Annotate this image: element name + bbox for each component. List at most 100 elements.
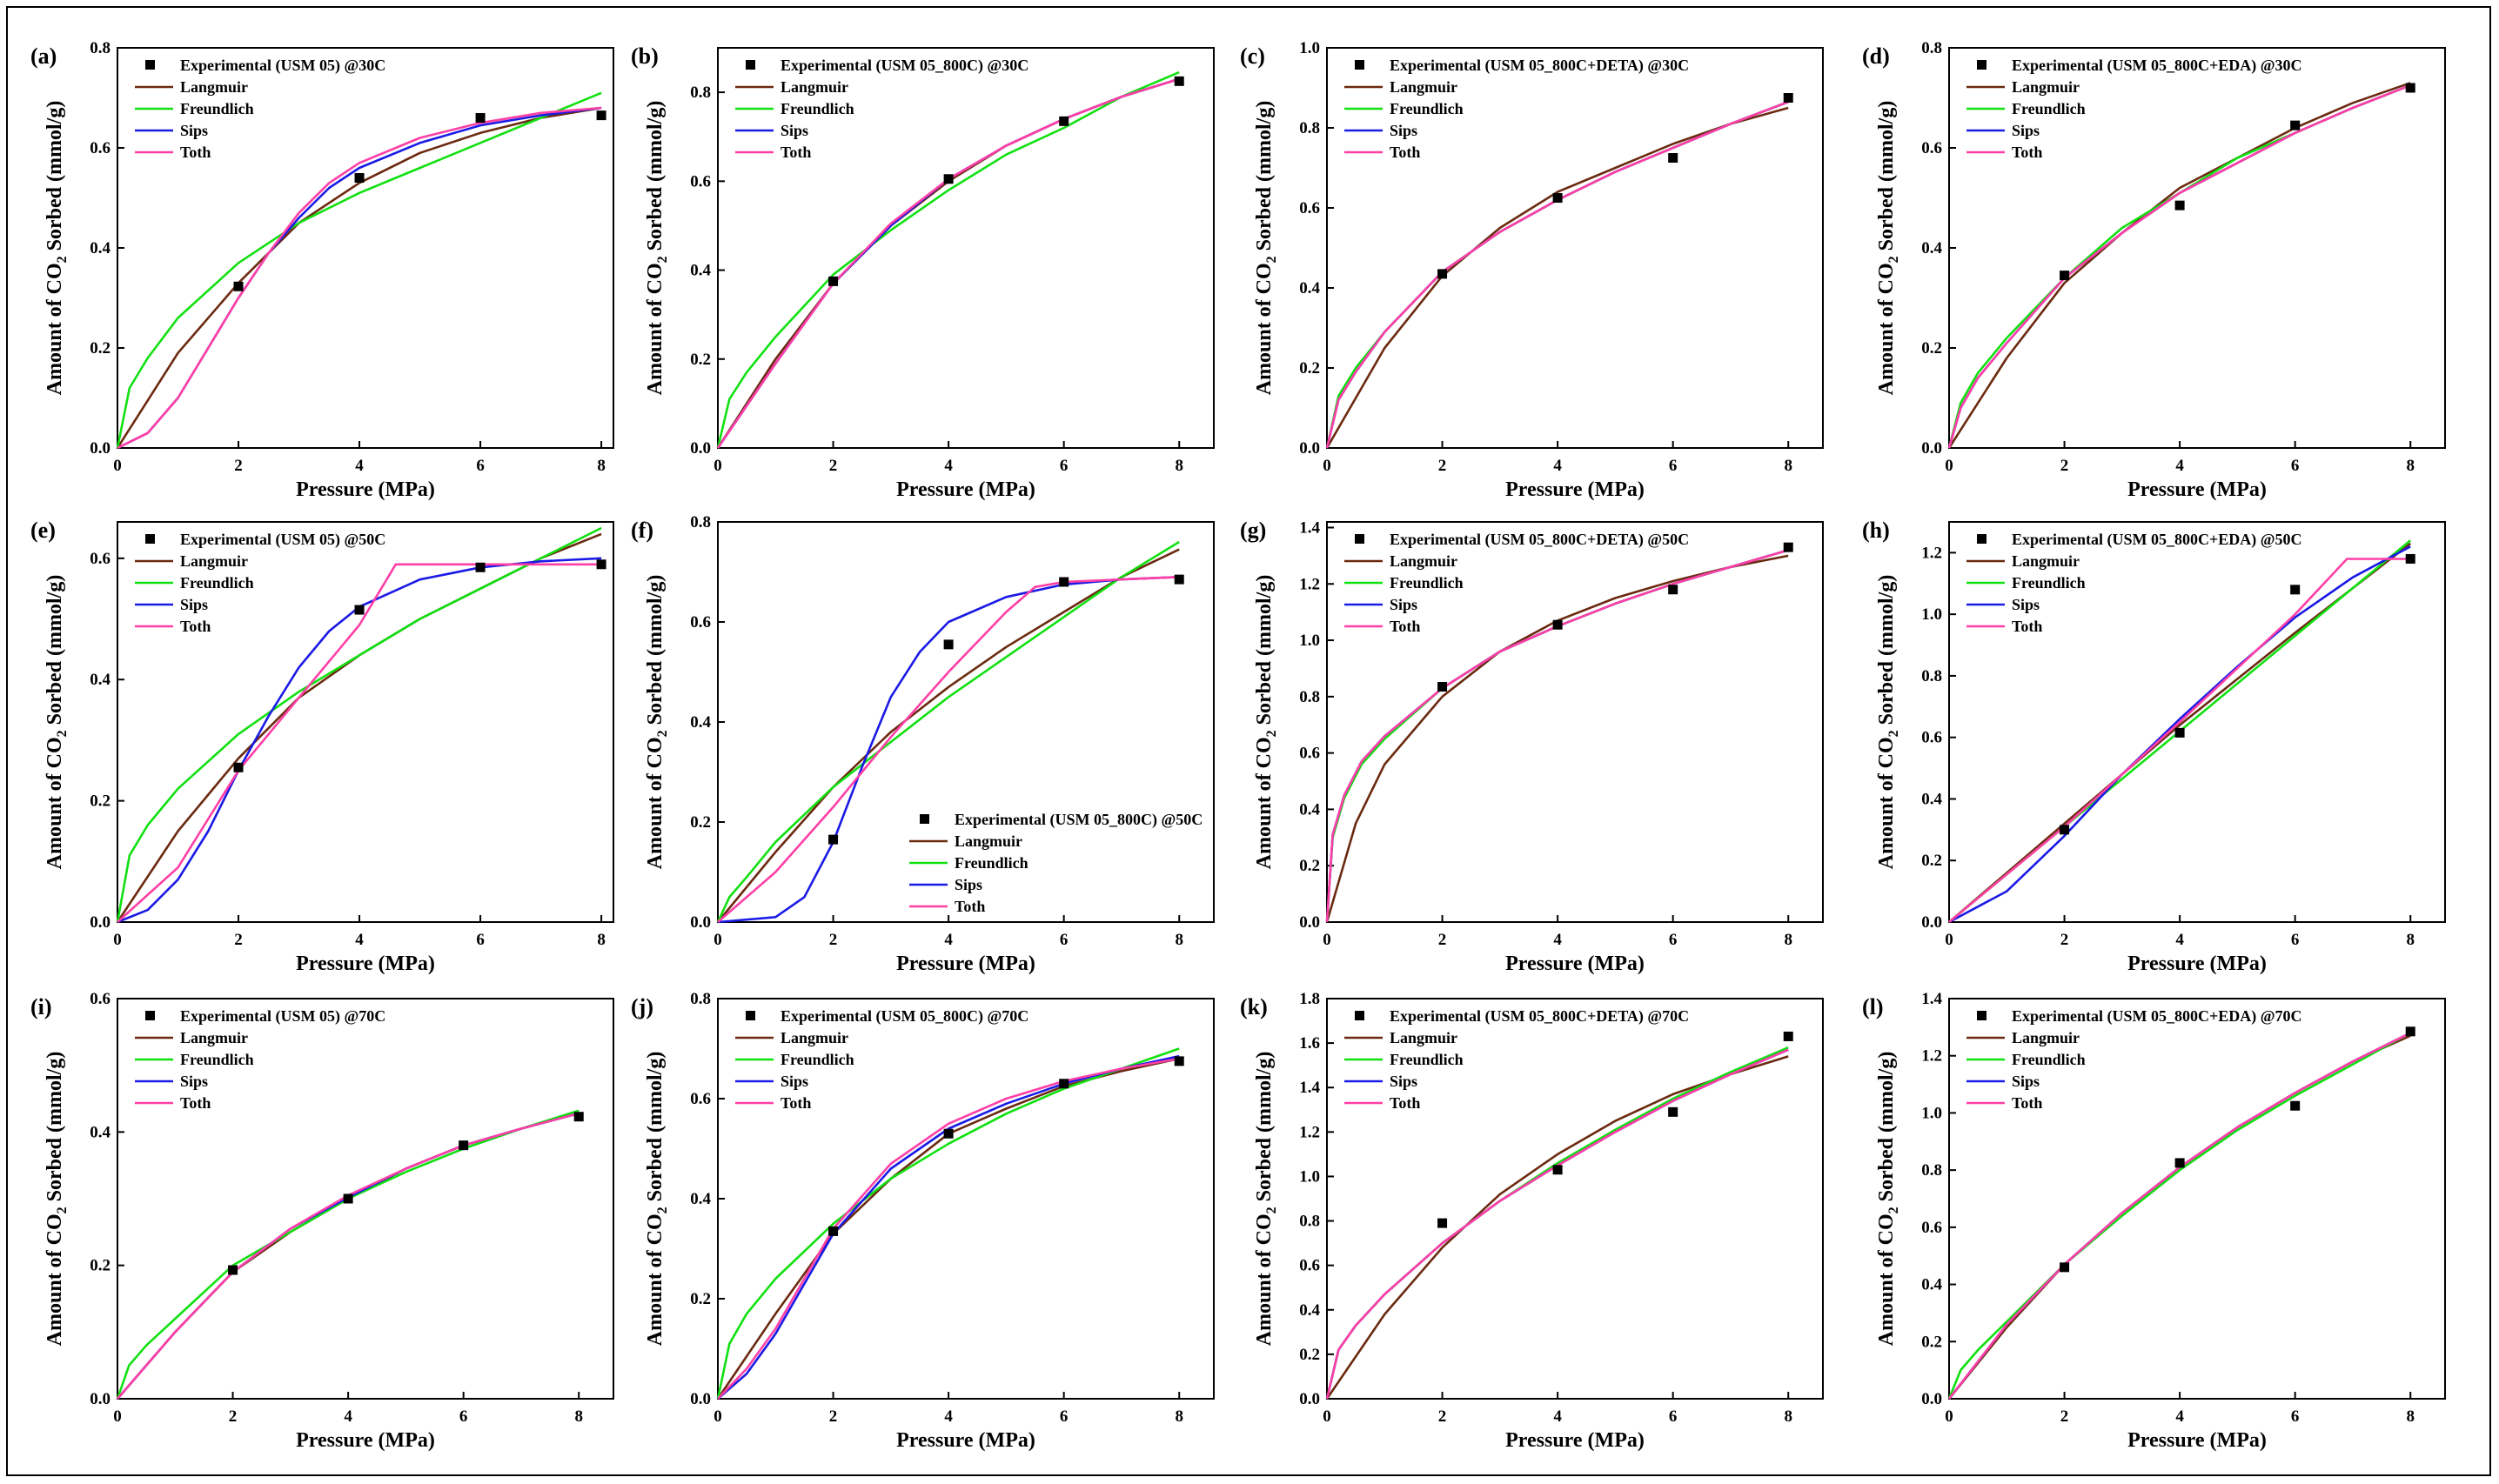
y-tick-label: 0.8 — [690, 990, 711, 1008]
y-tick-label: 1.2 — [1921, 1047, 1942, 1066]
y-tick-label: 0.4 — [1921, 790, 1942, 808]
series-line-toth — [1325, 100, 1789, 449]
legend: Experimental (USM 05_800C) @70C Langmuir F… — [735, 1007, 1028, 1112]
y-tick-label: 1.0 — [1299, 39, 1320, 57]
series-line-freundlich — [1947, 84, 2411, 449]
legend-langmuir-label: Langmuir — [1390, 1029, 1457, 1046]
panel-label: (g) — [1240, 518, 1266, 543]
experimental-point — [596, 110, 606, 121]
y-axis-title-subscript: 2 — [655, 1207, 670, 1213]
legend-sips-label: Sips — [955, 876, 982, 893]
panel-label: (b) — [631, 43, 659, 69]
y-tick-label: 0.4 — [90, 239, 111, 257]
x-tick-label: 8 — [1784, 1407, 1792, 1426]
experimental-point — [2174, 1158, 2185, 1168]
legend-langmuir-label: Langmuir — [180, 78, 248, 96]
legend-experimental-marker — [1355, 1011, 1364, 1020]
legend-toth-label: Toth — [2012, 618, 2042, 635]
y-axis-title-part: Sorbed (mmol/g) — [644, 575, 667, 731]
y-tick-label: 0.6 — [1921, 1219, 1942, 1237]
y-axis-title: Amount of CO2 Sorbed (mmol/g) — [1253, 1052, 1279, 1347]
y-axis-title-part: Amount of CO — [1875, 1213, 1898, 1346]
y-axis-title-part: Amount of CO — [644, 737, 667, 869]
panel-label: (c) — [1240, 43, 1265, 69]
experimental-point — [1783, 1031, 1793, 1041]
x-tick-label: 0 — [113, 931, 122, 949]
legend-toth-label: Toth — [180, 618, 211, 635]
y-tick-label: 0.2 — [690, 1290, 711, 1308]
series-line-langmuir — [1325, 106, 1789, 449]
y-axis-title-subscript: 2 — [55, 730, 70, 737]
x-tick-label: 6 — [476, 931, 485, 949]
x-axis-title: Pressure (MPa) — [896, 953, 1035, 975]
series-line-sips — [1947, 84, 2411, 449]
legend-sips-label: Sips — [180, 596, 208, 613]
y-axis-title-part: Sorbed (mmol/g) — [1253, 101, 1276, 257]
panel-label: (k) — [1240, 994, 1268, 1019]
y-tick-label: 0.4 — [1299, 279, 1320, 297]
legend-sips-label: Sips — [1390, 1073, 1417, 1090]
y-tick-label: 0.6 — [690, 1090, 711, 1108]
legend-experimental-marker — [1977, 534, 1986, 544]
experimental-point — [943, 174, 954, 184]
experimental-point — [233, 281, 244, 291]
experimental-point — [2174, 200, 2185, 211]
experimental-point — [475, 113, 486, 123]
legend-langmuir-label: Langmuir — [2012, 78, 2080, 96]
x-tick-label: 6 — [1669, 457, 1678, 475]
x-tick-label: 6 — [476, 457, 485, 475]
y-axis-title-part: Amount of CO — [44, 737, 66, 869]
legend-experimental-label: Experimental (USM 05_800C) @30C — [781, 57, 1028, 75]
x-tick-label: 2 — [1438, 931, 1447, 949]
experimental-point — [343, 1193, 353, 1204]
experimental-point — [1668, 1106, 1678, 1117]
y-axis-title-part: Amount of CO — [1253, 737, 1276, 869]
x-tick-label: 0 — [1945, 931, 1953, 949]
chart-panel-b: 0 2 4 6 8 0.0 0.2 0.4 0.6 0.8 Pressure (MPa) Amount… — [631, 43, 1215, 501]
y-tick-label: 0.4 — [90, 1123, 111, 1141]
experimental-point — [1174, 1056, 1184, 1066]
y-axis-title-subscript: 2 — [55, 256, 70, 263]
experimental-point — [459, 1140, 469, 1151]
y-tick-label: 0.0 — [90, 439, 111, 458]
y-tick-label: 1.4 — [1921, 990, 1942, 1008]
series-line-toth — [717, 576, 1180, 923]
panel-label: (l) — [1862, 994, 1884, 1019]
y-axis-title-part: Sorbed (mmol/g) — [644, 101, 667, 257]
series-line-langmuir — [1947, 1034, 2411, 1400]
experimental-point — [573, 1112, 584, 1122]
x-tick-label: 8 — [597, 931, 606, 949]
y-axis-title-part: Sorbed (mmol/g) — [1253, 1052, 1276, 1207]
chart-panel-j: 0 2 4 6 8 0.0 0.2 0.4 0.6 0.8 Pressure (MPa) Amount… — [631, 990, 1215, 1452]
legend-experimental-label: Experimental (USM 05_800C) @70C — [781, 1007, 1028, 1026]
x-tick-label: 2 — [829, 457, 838, 475]
experimental-point — [1552, 619, 1563, 630]
y-tick-label: 1.2 — [1299, 575, 1320, 593]
x-axis-title: Pressure (MPa) — [2127, 1429, 2267, 1452]
experimental-point — [943, 639, 954, 650]
y-tick-label: 0.2 — [1921, 1333, 1942, 1351]
chart-panel-h: 0 2 4 6 8 0.0 0.2 0.4 0.6 0.8 1.0 1.2 Pressure (MPa)… — [1862, 518, 2446, 975]
x-tick-label: 0 — [714, 1407, 722, 1426]
legend-freundlich-label: Freundlich — [781, 1051, 854, 1068]
y-tick-label: 0.2 — [1299, 857, 1320, 875]
legend: Experimental (USM 05_800C+DETA) @30C Lang… — [1344, 57, 1689, 161]
legend-sips-label: Sips — [180, 122, 208, 139]
x-axis-title: Pressure (MPa) — [1505, 478, 1645, 501]
experimental-point — [1059, 577, 1069, 587]
legend-experimental-marker — [746, 60, 755, 70]
experimental-point — [828, 834, 839, 845]
series-line-sips — [717, 1054, 1180, 1400]
experimental-point — [828, 1226, 839, 1236]
legend-freundlich-label: Freundlich — [1390, 1051, 1464, 1068]
chart-panel-a: 0 2 4 6 8 0.0 0.2 0.4 0.6 0.8 Pressure (MPa) Amount… — [30, 39, 614, 501]
legend-langmuir-label: Langmuir — [781, 1029, 848, 1046]
legend-toth-label: Toth — [781, 144, 811, 161]
series-line-freundlich — [716, 1047, 1180, 1400]
legend-freundlich-label: Freundlich — [180, 574, 254, 592]
x-axis-title: Pressure (MPa) — [296, 1429, 435, 1452]
y-tick-label: 0.4 — [1299, 1301, 1320, 1320]
y-axis-title: Amount of CO2 Sorbed (mmol/g) — [1875, 1052, 1901, 1347]
x-tick-label: 4 — [2175, 931, 2184, 949]
series-line-freundlich — [716, 540, 1180, 923]
